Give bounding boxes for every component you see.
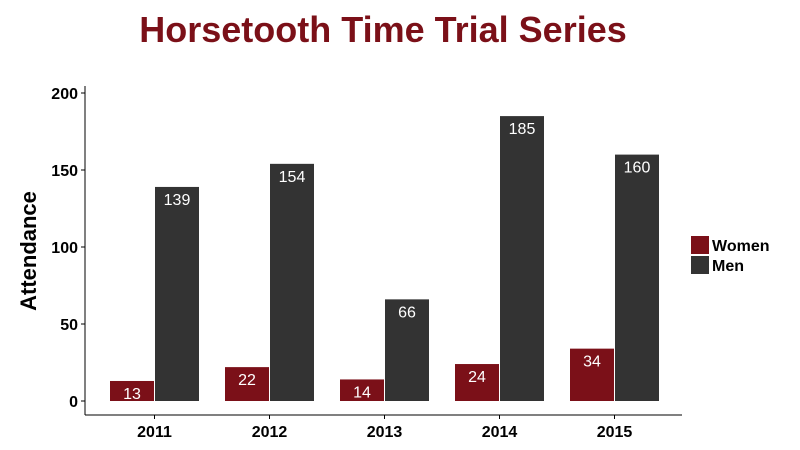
y-axis-title: Attendance bbox=[16, 191, 41, 311]
bar-women-2012 bbox=[225, 367, 269, 401]
legend-label-men: Men bbox=[712, 258, 744, 275]
bar-value-label: 24 bbox=[468, 369, 486, 386]
y-ticks: 0 50 100 150 200 bbox=[51, 86, 85, 411]
legend-key-women bbox=[691, 236, 709, 254]
bar-women-2011 bbox=[110, 380, 154, 401]
bar-men-2015 bbox=[615, 154, 659, 401]
bar-value-label: 13 bbox=[123, 386, 141, 403]
y-tick-label: 100 bbox=[51, 240, 78, 257]
x-tick-label: 2011 bbox=[137, 424, 172, 441]
bar-women-2015 bbox=[570, 348, 614, 401]
bar-value-label: 154 bbox=[279, 169, 306, 186]
x-tick-label: 2014 bbox=[482, 424, 518, 441]
x-ticks: 2011 2012 2013 2014 2015 bbox=[137, 415, 632, 441]
bar-men-2014 bbox=[500, 116, 544, 401]
bar-women-2013 bbox=[340, 379, 384, 401]
chart-title: Horsetooth Time Trial Series bbox=[139, 9, 627, 50]
bar-value-label: 160 bbox=[624, 160, 651, 177]
legend: Women Men bbox=[691, 236, 769, 275]
bar-men-2012 bbox=[270, 163, 314, 401]
bar-value-label: 139 bbox=[164, 192, 191, 209]
legend-key-men bbox=[691, 256, 709, 274]
x-tick-label: 2012 bbox=[252, 424, 288, 441]
x-tick-label: 2013 bbox=[367, 424, 403, 441]
axes-layer bbox=[84, 86, 682, 416]
bars-layer: 13 139 22 154 14 66 24 185 34 160 bbox=[110, 116, 659, 403]
bar-value-label: 185 bbox=[509, 121, 536, 138]
y-tick-label: 200 bbox=[51, 86, 78, 103]
bar-men-2011 bbox=[155, 186, 199, 401]
y-tick-label: 150 bbox=[51, 163, 78, 180]
y-tick-label: 0 bbox=[69, 394, 78, 411]
legend-label-women: Women bbox=[712, 238, 769, 255]
bar-value-label: 34 bbox=[583, 354, 601, 371]
bar-value-label: 66 bbox=[398, 304, 416, 321]
bar-value-label: 22 bbox=[238, 372, 256, 389]
bar-value-label: 14 bbox=[353, 384, 371, 401]
bar-women-2014 bbox=[455, 364, 499, 401]
x-tick-label: 2015 bbox=[597, 424, 633, 441]
y-tick-label: 50 bbox=[60, 317, 78, 334]
bar-men-2013 bbox=[385, 299, 429, 401]
